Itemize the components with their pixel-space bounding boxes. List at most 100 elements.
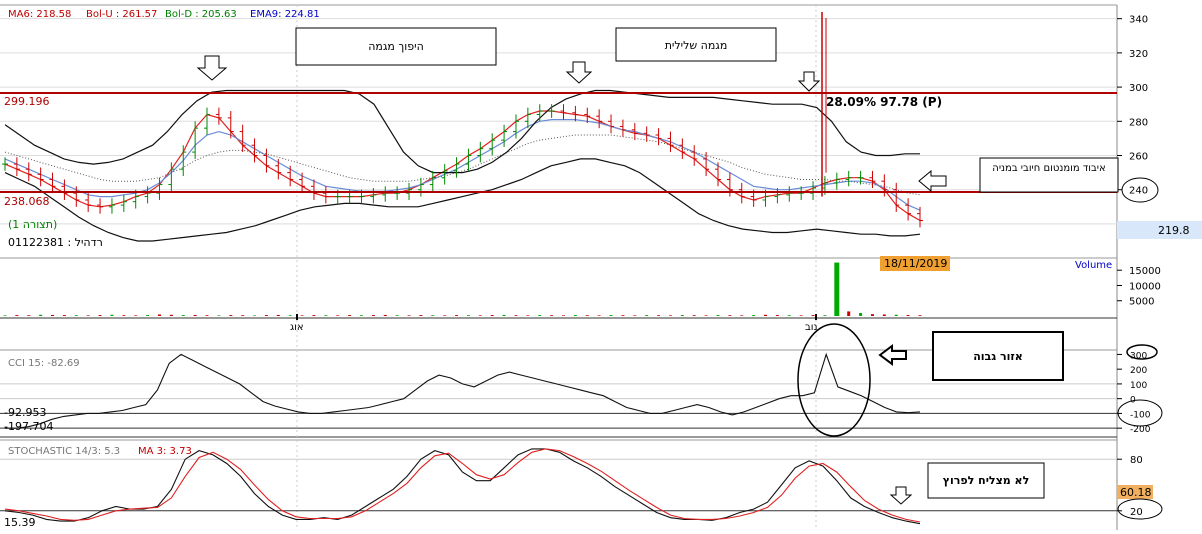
volume-tick-label: 10000 — [1129, 281, 1161, 292]
volume-bar — [787, 315, 791, 316]
series-ema9-line — [4, 118, 921, 211]
stoch-tick-label: 80 — [1130, 455, 1143, 466]
stoch-20-circle — [1117, 498, 1163, 520]
volume-bar — [657, 315, 661, 316]
stoch-low-label: 15.39 — [4, 516, 36, 529]
resistance-value: 299.196 — [4, 95, 50, 108]
price-tick-label: 280 — [1129, 117, 1148, 128]
volume-bar — [680, 315, 684, 316]
volume-bar — [62, 315, 66, 316]
volume-bar — [74, 315, 78, 316]
down-arrow-icon — [797, 71, 821, 92]
price-tick-label: 320 — [1129, 49, 1148, 60]
volume-bar — [431, 315, 435, 316]
series-ma20-line — [4, 134, 921, 196]
cci-tick-label: 300 — [1130, 351, 1147, 361]
volume-bar — [193, 314, 197, 316]
volume-bar — [502, 314, 506, 316]
stoch-last-value: 60.18 — [1120, 486, 1152, 499]
volume-bar — [217, 315, 221, 316]
volume-bar — [15, 315, 19, 316]
volume-bar — [834, 262, 840, 316]
volume-bar — [811, 315, 815, 316]
volume-bar — [775, 315, 779, 316]
momentum-text: איבוד מומנטום חיובי במניה — [992, 163, 1105, 174]
volume-bar — [443, 315, 447, 316]
volume-bars — [3, 262, 922, 316]
volume-bar — [229, 315, 233, 316]
series-stoch-line-1 — [4, 448, 921, 523]
volume-bar — [645, 315, 649, 316]
support-value: 238.068 — [4, 195, 50, 208]
series-bol-u-line — [4, 89, 920, 174]
volume-bar — [395, 315, 399, 316]
volume-bar — [597, 315, 601, 316]
date-label-box — [880, 256, 950, 271]
cci-annotation-box — [932, 331, 1064, 381]
volume-bar — [241, 315, 245, 316]
volume-tick-label: 5000 — [1129, 297, 1154, 308]
volume-bar — [859, 312, 863, 316]
volume-bar — [312, 315, 316, 316]
price-tick-label: 300 — [1129, 83, 1148, 94]
legend-ma6: MA6: 218.58 — [8, 9, 71, 20]
candles — [2, 12, 923, 228]
volume-bar — [764, 314, 768, 316]
volume-bar — [324, 315, 328, 316]
volume-bar — [110, 314, 114, 316]
volume-bar — [288, 315, 292, 316]
volume-bar — [550, 315, 554, 316]
volume-bar — [466, 315, 470, 316]
date-label: 18/11/2019 — [884, 257, 947, 270]
negative-trend-text: מגמה שלילית — [665, 39, 728, 52]
cci-level-1: -92.953 — [4, 406, 46, 419]
return-label: (תצורה 1) — [8, 218, 57, 231]
price-tick-label: 340 — [1129, 15, 1148, 26]
cci-tick-label: -100 — [1130, 410, 1151, 420]
stoch-annotation-box — [927, 462, 1045, 499]
cci-tick-label: 200 — [1130, 366, 1147, 376]
cci-level-2: -197.704 — [4, 420, 53, 433]
volume-bar — [894, 314, 898, 316]
volume-bar — [823, 315, 827, 316]
volume-bar — [39, 314, 43, 316]
volume-bar — [27, 315, 31, 316]
volume-bar — [585, 315, 589, 316]
volume-bar — [253, 315, 257, 316]
volume-bar — [882, 314, 886, 316]
volume-bar — [692, 315, 696, 316]
down-arrow-icon — [889, 486, 913, 505]
series-cci-line — [5, 352, 921, 429]
volume-bar — [728, 315, 732, 316]
volume-bar — [538, 315, 542, 316]
legend-bol-d: Bol-D : 205.63 — [165, 9, 237, 20]
cci-tick-label: 100 — [1130, 381, 1147, 391]
volume-bar — [847, 311, 851, 316]
volume-bar — [740, 315, 744, 316]
cci-minus-circle — [1117, 399, 1163, 427]
last-price: 219.8 — [1158, 224, 1190, 237]
cci-annotation: אזור גבוה — [973, 350, 1023, 363]
volume-bar — [98, 315, 102, 316]
volume-bar — [478, 315, 482, 316]
volume-bar — [906, 315, 910, 316]
volume-bar — [562, 315, 566, 316]
volume-bar — [383, 314, 387, 316]
legend-ema9: EMA9: 224.81 — [250, 9, 320, 20]
stoch-ma-title: MA 3: 3.73 — [138, 446, 192, 457]
cci-title: CCI 15: -82.69 — [8, 358, 80, 369]
down-arrow-icon — [565, 61, 593, 84]
volume-bar — [609, 315, 613, 316]
cci-300-circle — [1126, 344, 1158, 360]
cci-high-ellipse — [797, 323, 871, 437]
cci-tick-label: -200 — [1130, 425, 1151, 435]
symbol-label: רדהיל : 01122381 — [8, 236, 103, 249]
volume-bar — [455, 315, 459, 316]
volume-bar — [181, 315, 185, 316]
volume-bar — [870, 314, 874, 316]
volume-bar — [716, 315, 720, 316]
price-tick-label: 240 — [1129, 186, 1148, 197]
down-arrow-icon — [196, 55, 228, 81]
